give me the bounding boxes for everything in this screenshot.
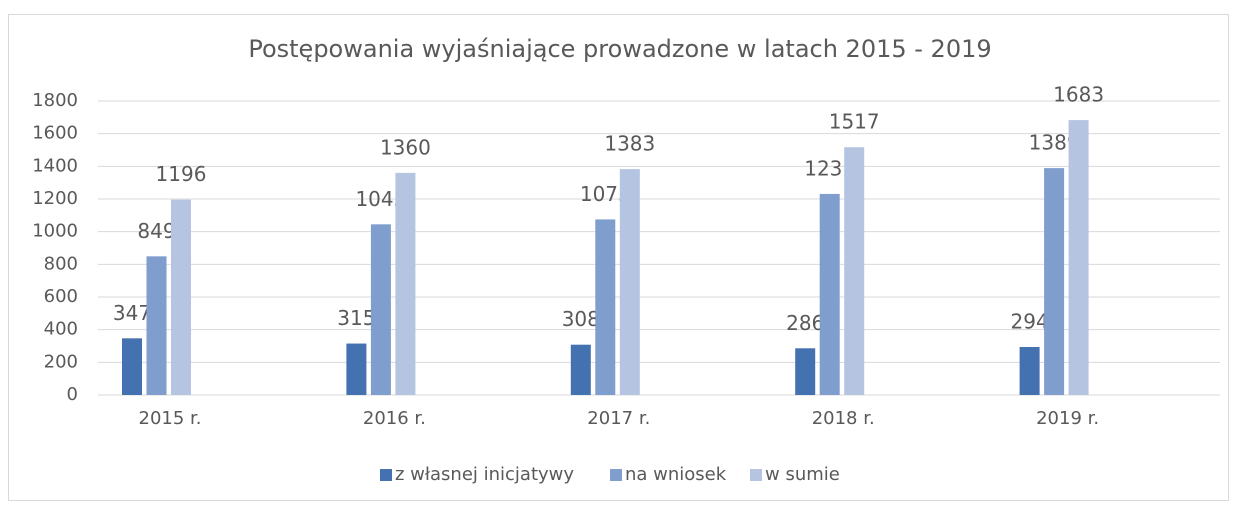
legend-swatch [380,469,392,481]
y-tick-label: 800 [44,253,78,274]
bar [844,147,865,395]
data-label: 1196 [156,162,207,186]
data-label: 286 [786,311,824,335]
x-tick-label: 2016 r. [363,408,426,429]
data-label: 1517 [829,110,880,134]
y-tick-label: 600 [44,286,78,307]
bar [171,199,191,395]
y-tick-label: 400 [44,319,78,340]
data-label: 1360 [380,135,431,159]
data-label: 1383 [604,132,655,156]
x-tick-label: 2017 r. [587,408,650,429]
y-tick-label: 1000 [32,221,78,242]
y-tick-label: 1400 [32,155,78,176]
bar [619,169,640,395]
bar [595,219,616,395]
bar [570,344,591,395]
bar [122,338,142,395]
bar [1068,120,1089,396]
bar [795,348,816,395]
bar [1044,168,1065,395]
bar [370,224,391,395]
x-tick-label: 2015 r. [139,408,202,429]
legend-label: na wniosek [625,464,727,485]
data-label: 1683 [1053,83,1104,107]
data-label: 347 [113,301,151,325]
legend-swatch [610,469,622,481]
bar [395,172,416,395]
x-tick-label: 2019 r. [1036,408,1099,429]
bar [146,256,167,395]
data-label: 308 [562,307,600,331]
y-tick-label: 1800 [32,90,78,111]
legend-swatch [750,469,762,481]
y-tick-label: 1200 [32,188,78,209]
legend-label: w sumie [765,464,840,485]
y-tick-label: 0 [67,384,78,405]
x-tick-label: 2018 r. [812,408,875,429]
data-label: 294 [1011,309,1049,333]
data-label: 315 [337,306,375,330]
data-label: 849 [137,219,175,243]
chart-title: Postępowania wyjaśniające prowadzone w l… [248,35,991,63]
bar [1019,346,1040,395]
chart-border [8,14,1229,501]
y-tick-label: 200 [44,351,78,372]
bar [346,343,367,395]
bar [819,193,840,395]
y-tick-label: 1600 [32,123,78,144]
legend-label: z własnej inicjatywy [395,464,574,485]
